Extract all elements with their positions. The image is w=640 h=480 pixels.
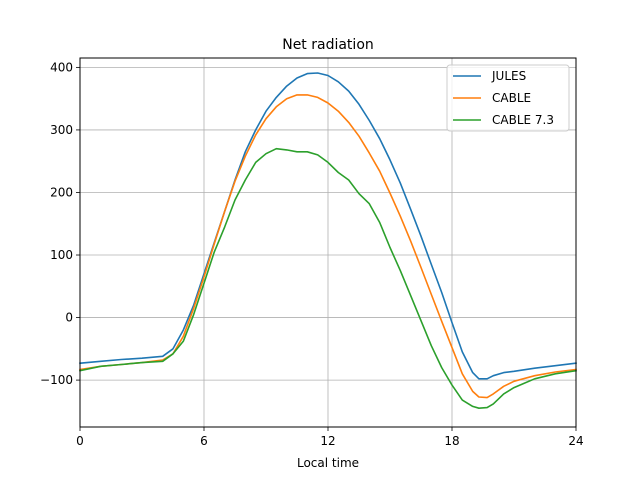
series-line-cable bbox=[79, 94, 577, 399]
series-line-jules bbox=[79, 72, 577, 380]
series-layer bbox=[79, 72, 577, 410]
legend-label: CABLE bbox=[492, 91, 531, 105]
x-tick-label: 0 bbox=[76, 434, 84, 448]
legend: JULES CABLE CABLE 7.3 bbox=[446, 64, 570, 132]
y-tick-label: 0 bbox=[65, 311, 73, 325]
y-tick-label: 200 bbox=[50, 185, 73, 199]
y-tick-label: −100 bbox=[40, 373, 73, 387]
y-tick-label: 300 bbox=[50, 123, 73, 137]
x-axis-label: Local time bbox=[297, 456, 359, 470]
x-tick-label: 6 bbox=[200, 434, 208, 448]
x-tick-label: 18 bbox=[444, 434, 459, 448]
axis-ticks: 0 6 12 18 24 −100 0 100 200 300 400 bbox=[40, 60, 584, 448]
legend-label: CABLE 7.3 bbox=[492, 113, 554, 127]
y-tick-label: 400 bbox=[50, 60, 73, 74]
chart-title: Net radiation bbox=[282, 37, 374, 53]
series-line-cable-7-3 bbox=[79, 147, 577, 410]
legend-label: JULES bbox=[491, 69, 526, 83]
x-tick-label: 12 bbox=[320, 434, 335, 448]
legend-box bbox=[446, 64, 570, 132]
y-tick-label: 100 bbox=[50, 248, 73, 262]
x-tick-label: 24 bbox=[568, 434, 583, 448]
